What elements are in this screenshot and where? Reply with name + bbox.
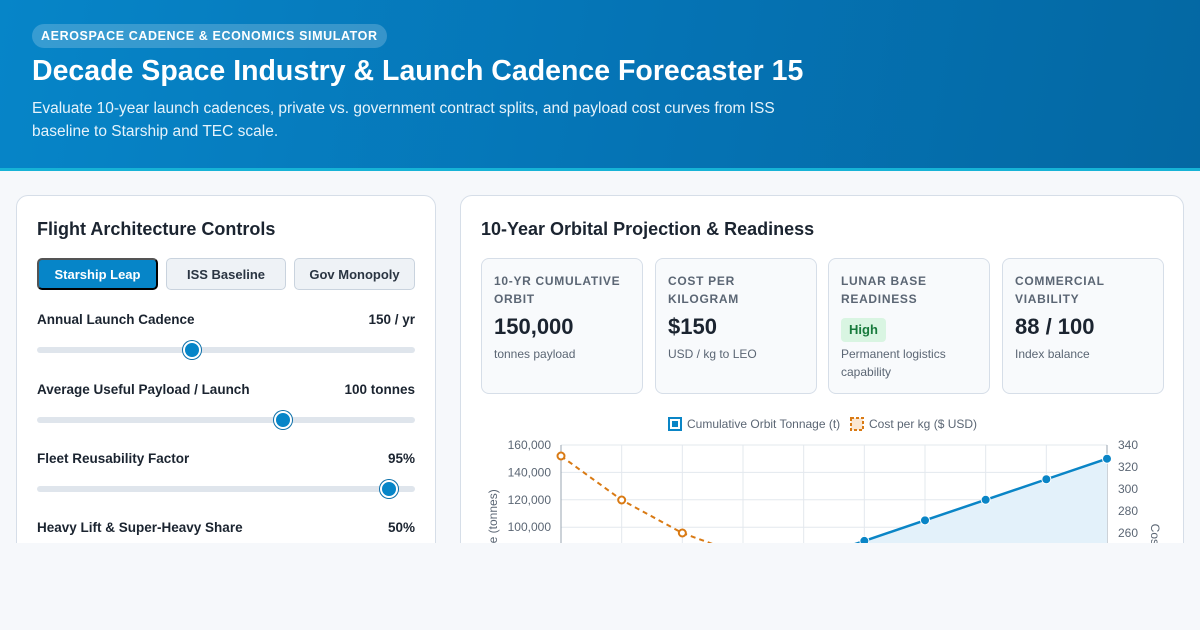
orbital-projection-panel: 10-Year Orbital Projection & Readiness 1…	[460, 195, 1184, 555]
heavy-lift-share-label: Heavy Lift & Super-Heavy Share	[37, 520, 243, 535]
y2-tick-label: 260	[1118, 526, 1138, 540]
y2-tick-label: 340	[1118, 438, 1138, 452]
average-payload-label: Average Useful Payload / Launch	[37, 382, 250, 397]
legend-tonnage-swatch-fill	[672, 421, 678, 427]
chart-points	[556, 451, 1112, 546]
y-tick-label: 140,000	[508, 465, 552, 479]
heavy-lift-share-value: 50%	[387, 520, 415, 535]
fleet-reusability-label: Fleet Reusability Factor	[37, 451, 190, 466]
kpi-label: 10-YR CUMULATIVE ORBIT	[494, 274, 621, 306]
preset-iss-baseline-button[interactable]: ISS Baseline	[166, 258, 286, 290]
kpi-value: 88 / 100	[1015, 314, 1095, 339]
average-payload-slider-row: Average Useful Payload / Launch 100 tonn…	[37, 382, 415, 442]
y2-tick-label: 320	[1118, 460, 1138, 474]
hero-header: AEROSPACE CADENCE & ECONOMICS SIMULATOR …	[0, 0, 1200, 171]
y-axis-label: Tonnage (tonnes)	[486, 489, 500, 555]
heavy-lift-share-slider-row: Heavy Lift & Super-Heavy Share 50%	[37, 520, 415, 554]
kpi-value: $150	[668, 314, 717, 339]
kpi-card-cost-per-kg: COST PER KILOGRAM $150 USD / kg to LEO	[655, 258, 817, 394]
orbital-projection-chart: 160,000 140,000 120,000 100,000 340 320 300 280…	[486, 417, 1162, 555]
average-payload-slider[interactable]	[37, 417, 415, 423]
kpi-label: COMMERCIAL VIABILITY	[1015, 274, 1105, 306]
fleet-reusability-slider-row: Fleet Reusability Factor 95%	[37, 451, 415, 511]
y2-tick-label: 280	[1118, 504, 1138, 518]
readiness-status-badge: High	[841, 318, 886, 342]
tonnage-point	[980, 494, 991, 505]
annual-launch-cadence-slider-row: Annual Launch Cadence 150 / yr	[37, 312, 415, 372]
annual-launch-cadence-slider[interactable]	[37, 347, 415, 353]
kpi-note: tonnes payload	[494, 347, 576, 361]
preset-starship-leap-button[interactable]: Starship Leap	[37, 258, 158, 290]
kpi-note: USD / kg to LEO	[668, 347, 757, 361]
kpi-value: 150,000	[494, 314, 574, 339]
kpi-label: COST PER KILOGRAM	[668, 274, 739, 306]
chart-area-fill	[825, 458, 1107, 554]
y-tick-label: 100,000	[508, 520, 552, 534]
tonnage-area	[825, 458, 1107, 554]
y-tick-label: 120,000	[508, 493, 552, 507]
tonnage-point	[1102, 453, 1112, 464]
cost-point	[677, 528, 687, 538]
legend-cost-label: Cost per kg ($ USD)	[869, 417, 977, 431]
projection-panel-title: 10-Year Orbital Projection & Readiness	[481, 219, 815, 239]
tonnage-point	[1041, 474, 1052, 485]
average-payload-slider-thumb[interactable]	[273, 411, 292, 429]
annual-launch-cadence-slider-thumb[interactable]	[182, 341, 201, 359]
fleet-reusability-slider[interactable]	[37, 486, 415, 492]
app-badge: AEROSPACE CADENCE & ECONOMICS SIMULATOR	[32, 24, 387, 48]
annual-launch-cadence-value: 150 / yr	[368, 312, 415, 327]
legend-tonnage-label: Cumulative Orbit Tonnage (t)	[687, 417, 840, 431]
kpi-card-cumulative-orbit: 10-YR CUMULATIVE ORBIT 150,000 tonnes pa…	[481, 258, 643, 394]
legend-cost-swatch	[850, 417, 864, 431]
tonnage-point	[920, 515, 930, 526]
chart-axes: 160,000 140,000 120,000 100,000 340 320 300 280…	[486, 438, 1162, 555]
kpi-card-commercial-viability: COMMERCIAL VIABILITY 88 / 100 Index bala…	[1002, 258, 1164, 394]
preset-gov-monopoly-button[interactable]: Gov Monopoly	[294, 258, 415, 290]
cost-line	[560, 455, 744, 554]
page-title: Decade Space Industry & Launch Cadence F…	[32, 55, 804, 87]
fleet-reusability-value: 95%	[387, 451, 415, 466]
cost-point	[556, 451, 566, 461]
kpi-note: Permanent logistics capability	[841, 347, 946, 379]
page-subtitle: Evaluate 10-year launch cadences, privat…	[32, 100, 775, 140]
annual-launch-cadence-label: Annual Launch Cadence	[37, 312, 195, 327]
y-tick-label: 160,000	[508, 438, 552, 452]
cost-point	[617, 495, 627, 505]
kpi-note: Index balance	[1015, 347, 1090, 361]
page-bottom-area	[0, 543, 1200, 630]
kpi-card-lunar-base-readiness: LUNAR BASE READINESS High Permanent logi…	[828, 258, 990, 394]
controls-panel-title: Flight Architecture Controls	[37, 219, 276, 239]
y2-axis-label: Cost	[1148, 524, 1162, 549]
fleet-reusability-slider-thumb[interactable]	[379, 480, 398, 498]
average-payload-value: 100 tonnes	[344, 382, 415, 397]
flight-architecture-controls-panel: Flight Architecture Controls Starship Le…	[16, 195, 436, 555]
chart-legend: Cumulative Orbit Tonnage (t) Cost per kg …	[668, 417, 977, 431]
kpi-label: LUNAR BASE READINESS	[841, 274, 927, 306]
y2-tick-label: 300	[1118, 482, 1138, 496]
